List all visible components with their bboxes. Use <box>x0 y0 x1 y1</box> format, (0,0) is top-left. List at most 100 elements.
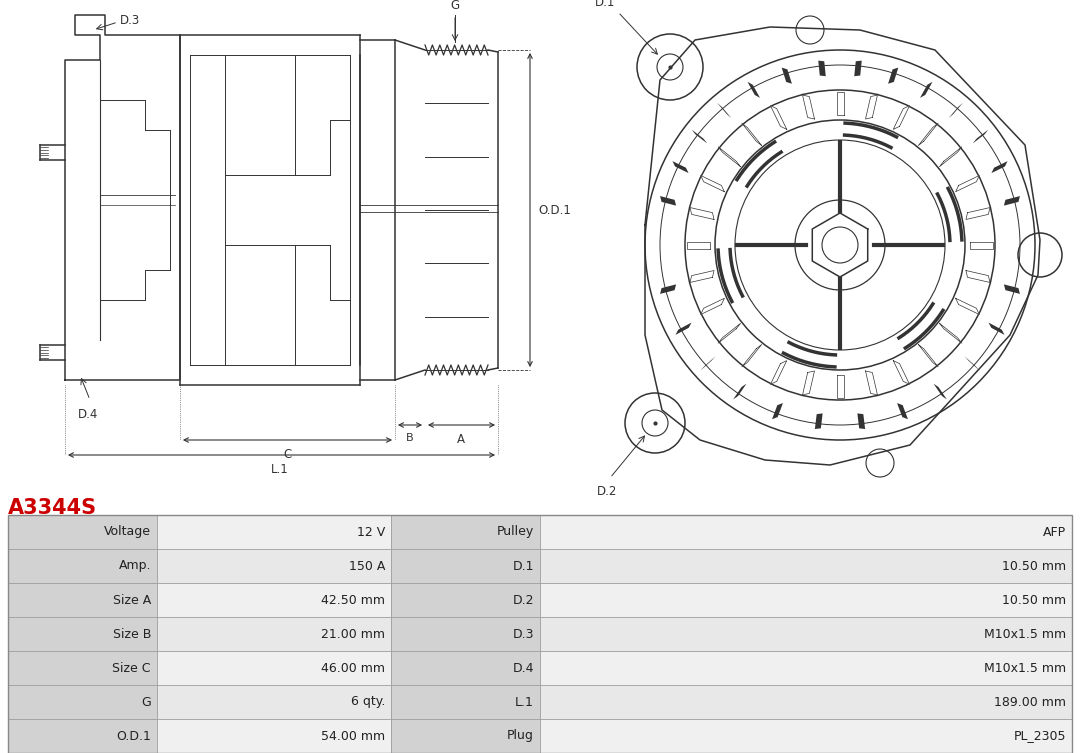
Polygon shape <box>933 383 947 399</box>
Text: Size A: Size A <box>112 593 151 606</box>
Text: A3344S: A3344S <box>8 498 97 518</box>
Bar <box>8 719 157 753</box>
Text: O.D.1: O.D.1 <box>116 730 151 742</box>
Bar <box>540 651 1072 685</box>
Bar <box>8 651 157 685</box>
Polygon shape <box>802 95 814 119</box>
Polygon shape <box>897 403 908 419</box>
Polygon shape <box>888 68 899 84</box>
Text: Voltage: Voltage <box>104 526 151 538</box>
Text: 10.50 mm: 10.50 mm <box>1002 593 1066 606</box>
Bar <box>391 515 540 549</box>
Polygon shape <box>948 103 963 118</box>
Bar <box>157 617 391 651</box>
Text: 42.50 mm: 42.50 mm <box>321 593 386 606</box>
Text: D.4: D.4 <box>78 408 98 421</box>
Bar <box>391 549 540 583</box>
Polygon shape <box>742 344 761 367</box>
Text: D.3: D.3 <box>513 627 534 641</box>
Polygon shape <box>718 147 741 166</box>
Bar <box>8 583 157 617</box>
Text: A: A <box>457 433 465 446</box>
Polygon shape <box>956 298 980 315</box>
Polygon shape <box>701 175 725 192</box>
Bar <box>157 583 391 617</box>
Polygon shape <box>940 147 962 166</box>
Polygon shape <box>966 270 990 282</box>
Polygon shape <box>858 413 865 429</box>
Polygon shape <box>660 285 676 294</box>
Polygon shape <box>717 103 731 118</box>
Text: D.1: D.1 <box>513 559 534 572</box>
Polygon shape <box>854 61 862 76</box>
Polygon shape <box>865 95 877 119</box>
Text: D.1: D.1 <box>595 0 615 9</box>
Text: D.4: D.4 <box>513 661 534 675</box>
Polygon shape <box>733 383 746 399</box>
Text: Size B: Size B <box>112 627 151 641</box>
Polygon shape <box>964 356 980 370</box>
Bar <box>540 549 1072 583</box>
Polygon shape <box>970 242 993 248</box>
Polygon shape <box>660 196 676 206</box>
Text: B: B <box>406 433 414 443</box>
Bar <box>391 651 540 685</box>
Polygon shape <box>1004 196 1020 206</box>
Text: 12 V: 12 V <box>356 526 386 538</box>
Polygon shape <box>691 130 707 144</box>
Polygon shape <box>701 298 725 315</box>
Bar <box>157 719 391 753</box>
Text: Amp.: Amp. <box>119 559 151 572</box>
Text: 46.00 mm: 46.00 mm <box>321 661 386 675</box>
Bar <box>391 583 540 617</box>
Bar <box>540 617 1072 651</box>
Polygon shape <box>893 105 909 130</box>
Polygon shape <box>956 175 980 192</box>
Polygon shape <box>865 371 877 395</box>
Polygon shape <box>918 123 939 145</box>
Text: AFP: AFP <box>1043 526 1066 538</box>
Polygon shape <box>770 361 786 384</box>
Polygon shape <box>988 322 1004 335</box>
Polygon shape <box>991 161 1008 173</box>
Polygon shape <box>742 123 761 145</box>
Bar <box>540 583 1072 617</box>
Bar <box>391 617 540 651</box>
Bar <box>8 515 157 549</box>
Text: 21.00 mm: 21.00 mm <box>321 627 386 641</box>
Polygon shape <box>920 82 932 98</box>
Text: G: G <box>450 0 460 12</box>
Text: 54.00 mm: 54.00 mm <box>321 730 386 742</box>
Text: 6 qty.: 6 qty. <box>351 696 386 709</box>
Text: G: G <box>141 696 151 709</box>
Polygon shape <box>747 82 760 98</box>
Bar <box>540 685 1072 719</box>
Bar <box>157 515 391 549</box>
Text: D.2: D.2 <box>597 485 617 498</box>
Text: M10x1.5 mm: M10x1.5 mm <box>984 661 1066 675</box>
Text: 189.00 mm: 189.00 mm <box>994 696 1066 709</box>
Polygon shape <box>700 356 715 370</box>
Polygon shape <box>837 375 843 398</box>
Bar <box>391 719 540 753</box>
Polygon shape <box>802 371 814 395</box>
Polygon shape <box>718 323 741 343</box>
Bar <box>8 549 157 583</box>
Polygon shape <box>819 61 826 76</box>
Bar <box>157 549 391 583</box>
Bar <box>157 651 391 685</box>
Polygon shape <box>690 208 714 219</box>
Text: L.1: L.1 <box>515 696 534 709</box>
Bar <box>8 685 157 719</box>
Polygon shape <box>675 322 691 335</box>
Polygon shape <box>782 68 792 84</box>
Text: PL_2305: PL_2305 <box>1013 730 1066 742</box>
Text: Pulley: Pulley <box>497 526 534 538</box>
Polygon shape <box>973 130 988 144</box>
Polygon shape <box>772 403 783 419</box>
Polygon shape <box>918 344 939 367</box>
Text: M10x1.5 mm: M10x1.5 mm <box>984 627 1066 641</box>
Bar <box>540 719 1072 753</box>
Polygon shape <box>673 161 689 173</box>
Text: D.3: D.3 <box>120 14 140 26</box>
